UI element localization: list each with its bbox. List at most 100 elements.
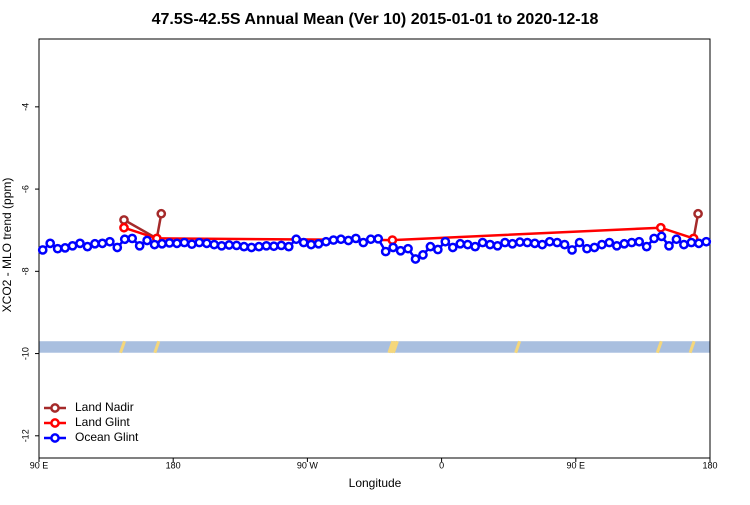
data-point [321,236,331,247]
data-point [380,246,391,257]
data-point [686,237,697,248]
data-point [209,239,220,250]
y-tick-label: -8 [20,267,30,275]
data-point [701,236,712,247]
data-point [104,236,115,247]
data-point [679,239,689,250]
data-point [440,236,451,247]
data-point [164,238,175,248]
x-tick-label: 90 E [30,460,49,470]
data-point [410,254,421,264]
data-point [485,239,495,250]
legend-label: Land Glint [75,415,130,429]
data-point [216,240,227,251]
data-point [157,238,167,249]
legend-label: Land Nadir [75,400,134,414]
data-point [37,245,48,255]
data-point [97,238,108,249]
land-coverage-mark [389,340,397,354]
data-point [655,222,666,233]
data-point [664,240,674,251]
coverage-band [39,341,710,353]
data-point [522,237,533,248]
data-point [559,239,570,250]
data-point [90,238,100,249]
data-point [82,241,93,252]
data-point [156,208,167,219]
data-point [403,243,413,254]
data-point [626,237,637,248]
data-point [246,242,257,253]
data-point [45,238,56,249]
data-point [351,233,361,244]
data-point [671,234,682,245]
data-point [455,238,466,249]
data-point [507,238,518,249]
data-point [641,241,652,252]
data-point [365,234,376,245]
data-point [656,231,667,242]
data-point [693,238,704,249]
data-point [52,243,63,254]
data-point [693,208,703,219]
data-point [194,237,205,248]
data-point [537,239,548,250]
data-point [649,233,659,244]
data-point [470,241,480,252]
data-point [298,237,309,248]
legend-marker [50,403,60,413]
data-point [336,234,346,245]
data-point [574,237,585,248]
data-point [634,236,645,247]
series-line [123,213,700,241]
data-point [604,237,615,248]
land-coverage-mark [688,340,696,354]
x-tick-label: 0 [439,460,444,470]
land-coverage-mark [514,340,522,354]
chart-title: 47.5S-42.5S Annual Mean (Ver 10) 2015-01… [152,11,599,28]
land-coverage-mark [387,340,395,354]
land-coverage-mark [153,340,161,354]
data-point [60,243,70,253]
data-point [306,239,316,250]
data-point [269,241,279,252]
data-point [462,239,473,250]
y-tick-label: -12 [20,429,30,442]
land-coverage-mark [655,340,663,354]
data-point [388,242,398,253]
x-tick-label: 90 W [297,460,319,470]
y-tick-label: -6 [20,185,30,193]
data-point [589,242,600,253]
land-coverage-mark [119,340,126,354]
data-point [149,239,160,250]
x-tick-label: 90 E [567,460,586,470]
data-point [134,240,145,251]
data-point [328,235,339,245]
y-axis-label: XCO2 - MLO trend (ppm) [0,178,14,313]
data-point [433,244,443,255]
data-point [395,245,406,256]
data-point [477,237,488,248]
data-point [231,240,242,251]
data-point [515,237,525,247]
data-point [239,241,249,252]
data-point [283,241,294,252]
data-point [418,250,428,260]
data-point [619,238,630,249]
data-point [224,240,234,250]
data-point [119,222,129,233]
data-point [179,237,190,248]
data-point [119,215,129,225]
legend-label: Ocean Glint [75,430,139,444]
data-point [276,240,287,251]
data-point [261,240,272,251]
data-point [492,240,503,251]
data-point [529,238,540,249]
data-point [447,242,458,253]
data-point [201,238,212,249]
land-coverage-mark [391,340,399,354]
x-tick-label: 180 [702,460,717,470]
data-point [544,236,555,247]
data-point [127,233,138,244]
